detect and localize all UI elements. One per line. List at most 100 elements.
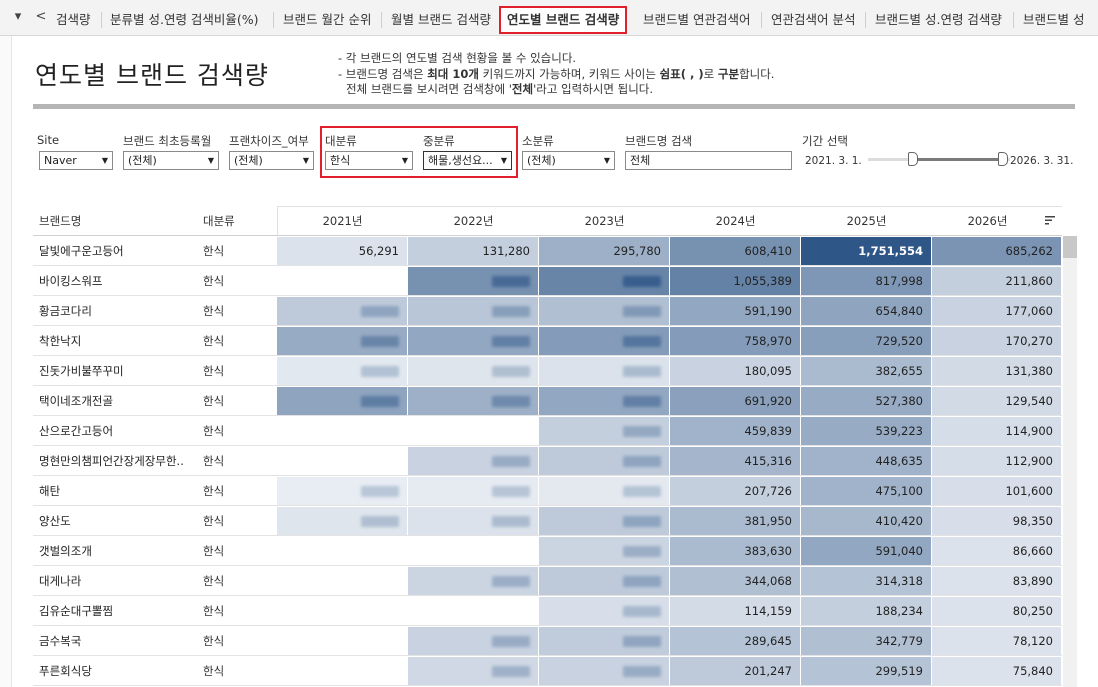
sort-icon[interactable]: [1044, 214, 1056, 226]
value-cell[interactable]: [539, 327, 670, 355]
tab-brand-monthly-rank[interactable]: 브랜드 월간 순위: [283, 12, 372, 27]
value-cell[interactable]: [408, 267, 539, 295]
value-cell[interactable]: 188,234: [801, 597, 932, 625]
value-cell[interactable]: 131,280: [408, 237, 539, 265]
value-cell[interactable]: 101,600: [932, 477, 1062, 505]
filter-middle-select[interactable]: 해물,생선요... ▼: [423, 151, 512, 170]
value-cell[interactable]: [277, 267, 408, 295]
filter-site-select[interactable]: Naver ▼: [39, 151, 113, 170]
value-cell[interactable]: [408, 387, 539, 415]
value-cell[interactable]: 342,779: [801, 627, 932, 655]
value-cell[interactable]: [408, 627, 539, 655]
value-cell[interactable]: 98,350: [932, 507, 1062, 535]
table-row[interactable]: 해탄 한식 207,726 475,100 101,600: [33, 476, 1062, 506]
value-cell[interactable]: [539, 357, 670, 385]
table-row[interactable]: 산으로간고등어 한식 459,839 539,223 114,900: [33, 416, 1062, 446]
value-cell[interactable]: 654,840: [801, 297, 932, 325]
table-row[interactable]: 갯벌의조개 한식 383,630 591,040 86,660: [33, 536, 1062, 566]
value-cell[interactable]: 344,068: [670, 567, 801, 595]
tab-category-age-ratio[interactable]: 분류별 성.연령 검색비율(%): [110, 12, 259, 27]
value-cell[interactable]: 539,223: [801, 417, 932, 445]
table-row[interactable]: 진돗가비불쭈꾸미 한식 180,095 382,655 131,380: [33, 356, 1062, 386]
value-cell[interactable]: 289,645: [670, 627, 801, 655]
value-cell[interactable]: 314,318: [801, 567, 932, 595]
value-cell[interactable]: 114,900: [932, 417, 1062, 445]
table-row[interactable]: 대게나라 한식 344,068 314,318 83,890: [33, 566, 1062, 596]
value-cell[interactable]: [539, 627, 670, 655]
value-cell[interactable]: 211,860: [932, 267, 1062, 295]
value-cell[interactable]: 86,660: [932, 537, 1062, 565]
value-cell[interactable]: 381,950: [670, 507, 801, 535]
value-cell[interactable]: 1,751,554: [801, 237, 932, 265]
value-cell[interactable]: 295,780: [539, 237, 670, 265]
value-cell[interactable]: [539, 657, 670, 685]
value-cell[interactable]: [277, 357, 408, 385]
value-cell[interactable]: 170,270: [932, 327, 1062, 355]
value-cell[interactable]: [539, 567, 670, 595]
value-cell[interactable]: [539, 447, 670, 475]
value-cell[interactable]: 75,840: [932, 657, 1062, 685]
value-cell[interactable]: 112,900: [932, 447, 1062, 475]
value-cell[interactable]: 527,380: [801, 387, 932, 415]
table-row[interactable]: 금수복국 한식 289,645 342,779 78,120: [33, 626, 1062, 656]
value-cell[interactable]: 1,055,389: [670, 267, 801, 295]
period-slider-end-handle[interactable]: [998, 152, 1008, 166]
value-cell[interactable]: [539, 297, 670, 325]
value-cell[interactable]: 591,190: [670, 297, 801, 325]
value-cell[interactable]: 207,726: [670, 477, 801, 505]
column-header-year[interactable]: 2022년: [453, 214, 494, 228]
value-cell[interactable]: 56,291: [277, 237, 408, 265]
value-cell[interactable]: [408, 537, 539, 565]
value-cell[interactable]: 383,630: [670, 537, 801, 565]
value-cell[interactable]: [277, 657, 408, 685]
period-slider-start-handle[interactable]: [908, 152, 918, 166]
value-cell[interactable]: 131,380: [932, 357, 1062, 385]
value-cell[interactable]: [277, 477, 408, 505]
table-row[interactable]: 달빛에구운고등어 한식 56,291 131,280 295,780 608,410 1,7…: [33, 236, 1062, 266]
value-cell[interactable]: [408, 567, 539, 595]
column-header-year[interactable]: 2026년: [967, 214, 1008, 228]
value-cell[interactable]: [277, 507, 408, 535]
table-row[interactable]: 김유순대구뽈찜 한식 114,159 188,234 80,250: [33, 596, 1062, 626]
column-header-year[interactable]: 2024년: [715, 214, 756, 228]
value-cell[interactable]: [408, 657, 539, 685]
value-cell[interactable]: 180,095: [670, 357, 801, 385]
value-cell[interactable]: 83,890: [932, 567, 1062, 595]
column-header-year[interactable]: 2025년: [846, 214, 887, 228]
value-cell[interactable]: 817,998: [801, 267, 932, 295]
value-cell[interactable]: 410,420: [801, 507, 932, 535]
value-cell[interactable]: 459,839: [670, 417, 801, 445]
value-cell[interactable]: 685,262: [932, 237, 1062, 265]
value-cell[interactable]: [408, 477, 539, 505]
value-cell[interactable]: [539, 477, 670, 505]
table-row[interactable]: 착한낙지 한식 758,970 729,520 170,270: [33, 326, 1062, 356]
filter-franchise-select[interactable]: (전체) ▼: [229, 151, 314, 170]
value-cell[interactable]: [539, 267, 670, 295]
value-cell[interactable]: 608,410: [670, 237, 801, 265]
value-cell[interactable]: 382,655: [801, 357, 932, 385]
tab-brand-gender-cut[interactable]: 브랜드별 성: [1023, 12, 1085, 27]
value-cell[interactable]: [277, 447, 408, 475]
value-cell[interactable]: [539, 417, 670, 445]
column-header-year[interactable]: 2021년: [322, 214, 363, 228]
value-cell[interactable]: 758,970: [670, 327, 801, 355]
value-cell[interactable]: [408, 357, 539, 385]
filter-minor-select[interactable]: (전체) ▼: [522, 151, 615, 170]
column-header-year[interactable]: 2023년: [584, 214, 625, 228]
tab-brand-gender-age-volume[interactable]: 브랜드별 성.연령 검색량: [875, 12, 1002, 27]
table-row[interactable]: 황금코다리 한식 591,190 654,840 177,060: [33, 296, 1062, 326]
brand-search-input[interactable]: 전체: [625, 151, 792, 170]
table-row[interactable]: 명현만의챔피언간장게장무한.. 한식 415,316 448,635 112,900: [33, 446, 1062, 476]
value-cell[interactable]: [408, 597, 539, 625]
value-cell[interactable]: [408, 507, 539, 535]
value-cell[interactable]: [277, 327, 408, 355]
tab-list-dropdown-icon[interactable]: ▾: [14, 9, 22, 24]
value-cell[interactable]: [408, 417, 539, 445]
value-cell[interactable]: 114,159: [670, 597, 801, 625]
value-cell[interactable]: [539, 537, 670, 565]
value-cell[interactable]: [539, 507, 670, 535]
value-cell[interactable]: 299,519: [801, 657, 932, 685]
value-cell[interactable]: 729,520: [801, 327, 932, 355]
table-scrollbar[interactable]: [1063, 236, 1077, 687]
table-row[interactable]: 택이네조개전골 한식 691,920 527,380 129,540: [33, 386, 1062, 416]
